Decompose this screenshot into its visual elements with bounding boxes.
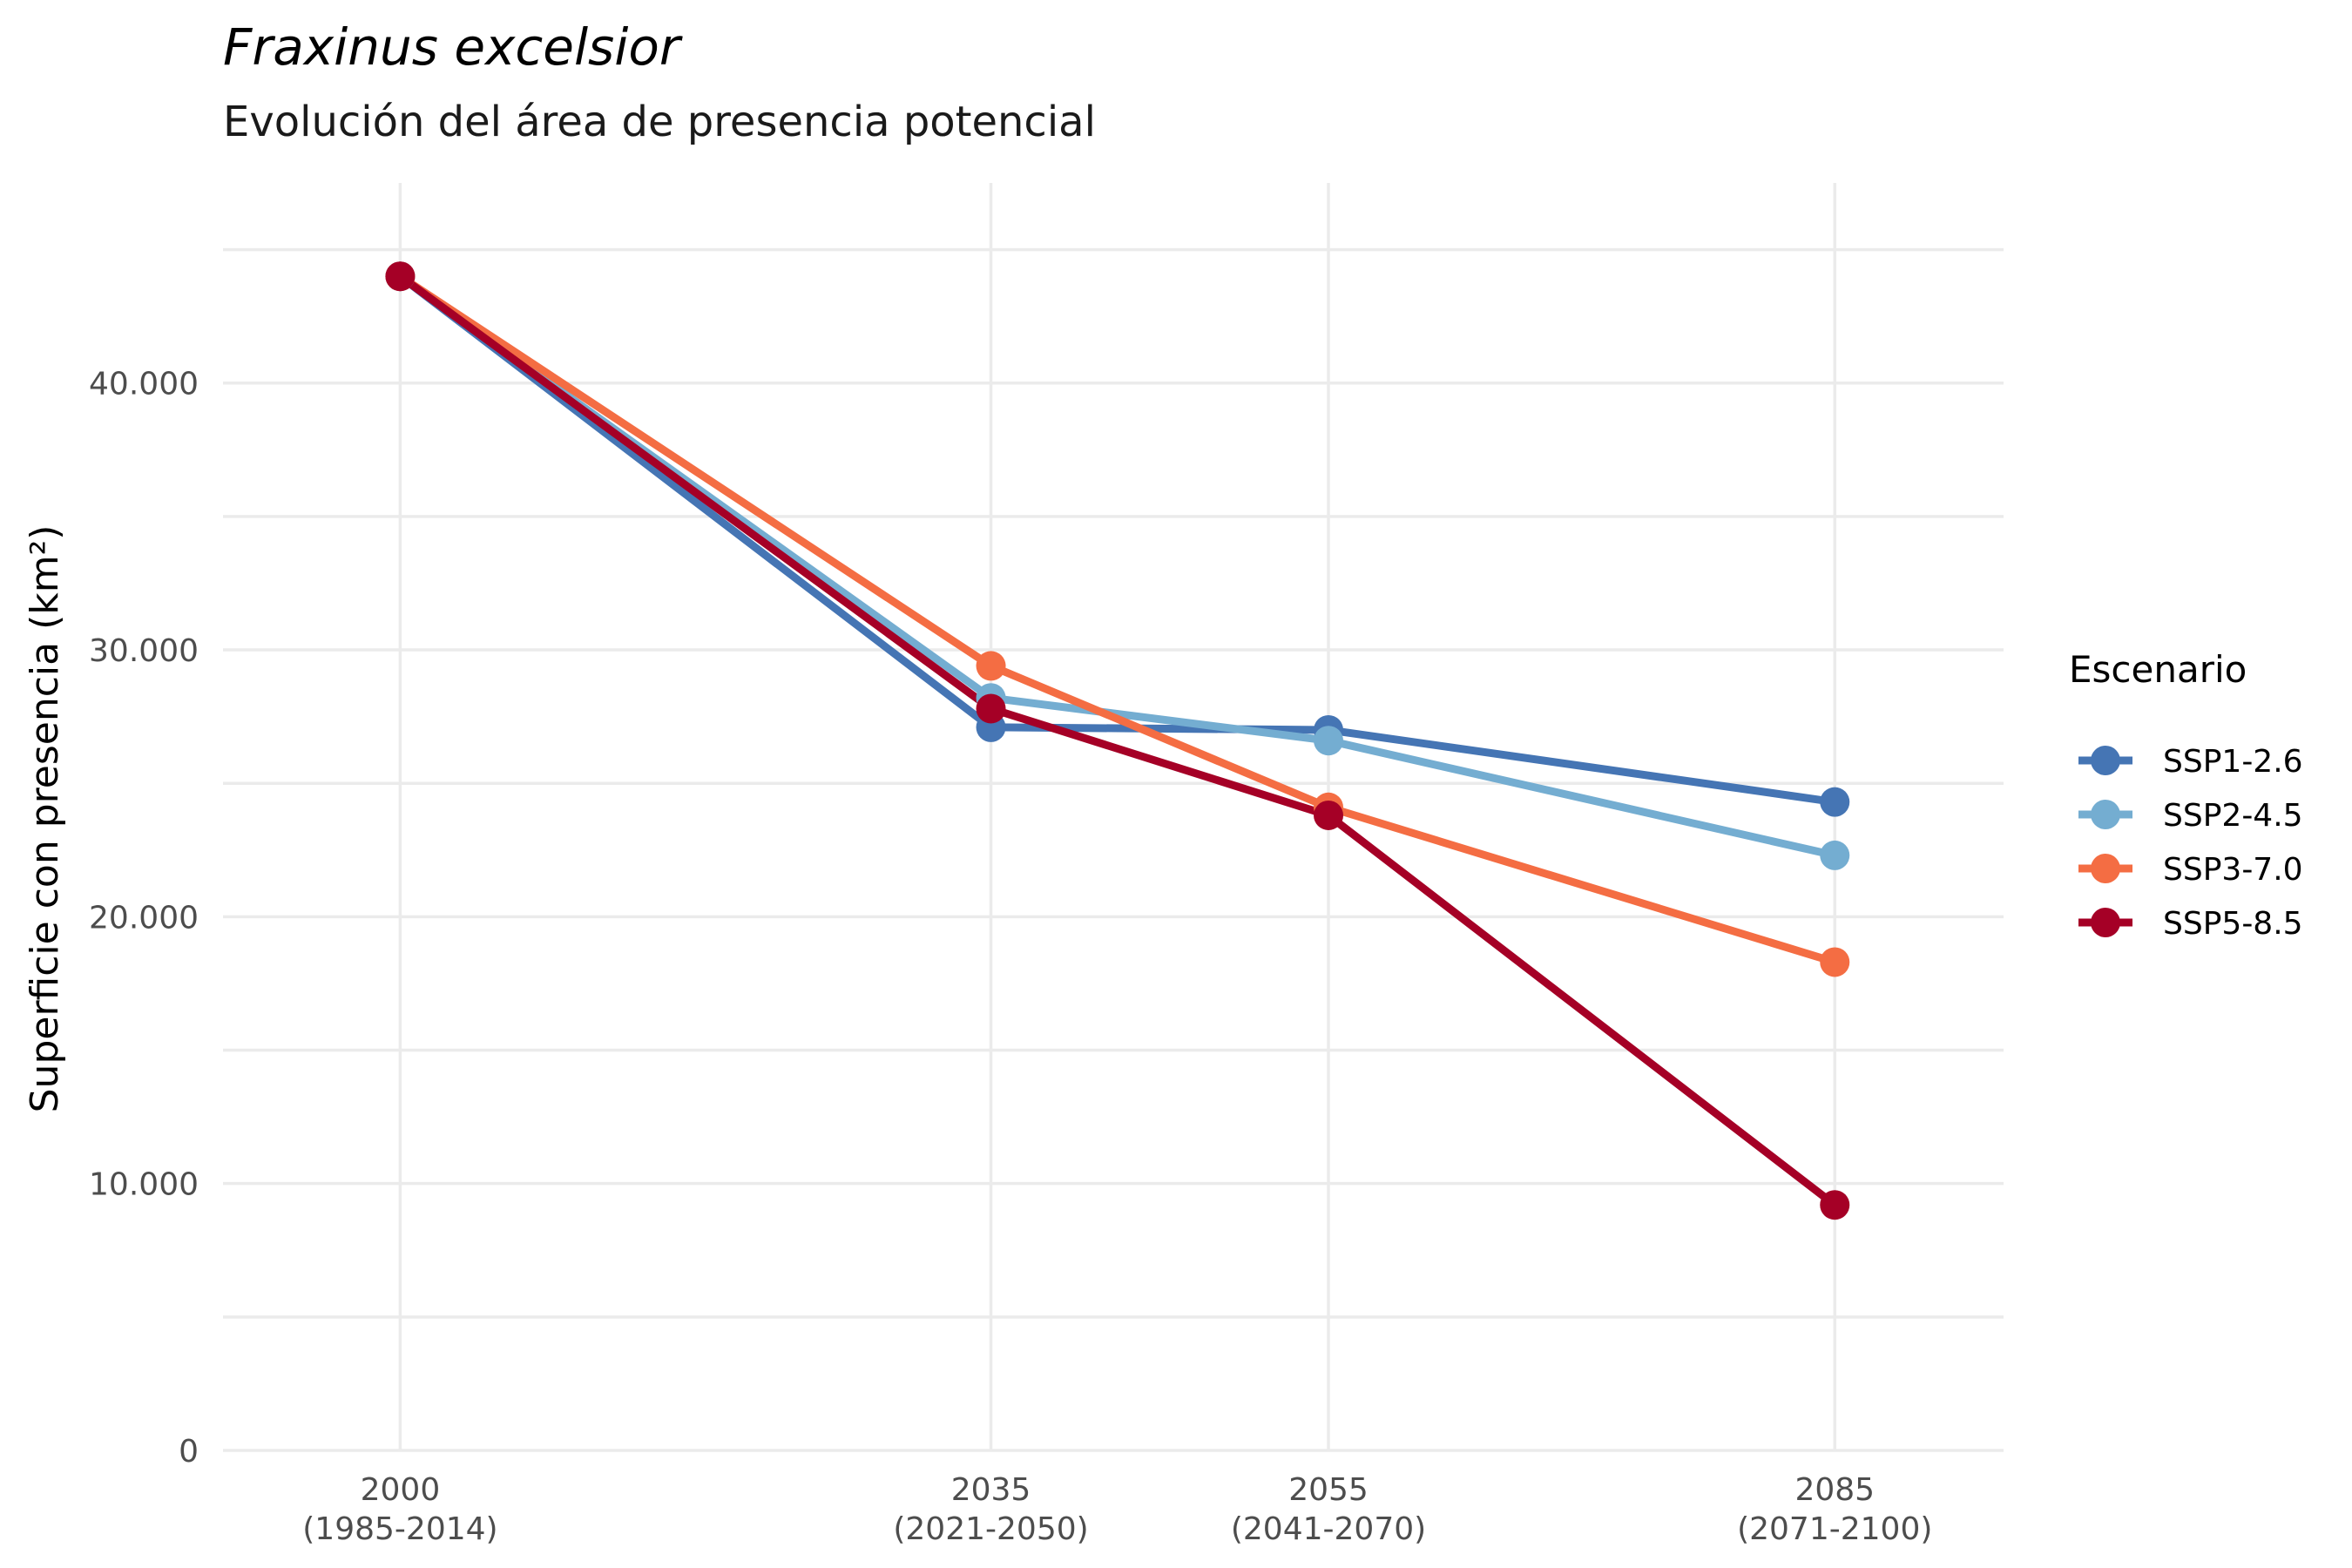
data-point-ssp5-8-5	[976, 693, 1006, 724]
legend-label-ssp1-2-6: SSP1-2.6	[2163, 744, 2303, 780]
data-point-ssp1-2-6	[1820, 787, 1850, 817]
legend-key-point-ssp5-8-5	[2091, 908, 2120, 937]
y-tick-label: 30.000	[89, 633, 199, 669]
legend-items: SSP1-2.6 SSP2-4.5 SSP3-7.0 SSP5-8.5	[2078, 744, 2303, 942]
series-line-ssp2-4-5	[397, 273, 1836, 860]
x-axis-tick-labels: 2000(1985-2014) 2035(2021-2050) 2055(2041-…	[302, 1472, 1932, 1547]
x-tick-label: 2055	[1288, 1472, 1369, 1508]
y-tick-label: 10.000	[89, 1167, 199, 1203]
x-tick-label: (2021-2050)	[893, 1511, 1088, 1547]
x-tick-label: 2035	[951, 1472, 1031, 1508]
data-point-ssp3-7-0	[1820, 947, 1850, 977]
legend: Escenario SSP1-2.6 SSP2-4.5 SSP3-7.0 SSP5-8…	[2069, 648, 2303, 942]
series-lines	[397, 273, 1838, 1208]
legend-key-point-ssp1-2-6	[2091, 746, 2120, 775]
chart-subtitle: Evolución del área de presencia potencia…	[223, 98, 1096, 146]
legend-label-ssp3-7-0: SSP3-7.0	[2163, 852, 2303, 888]
legend-title: Escenario	[2069, 648, 2247, 691]
x-tick-label: (2041-2070)	[1231, 1511, 1426, 1547]
series-line-ssp5-8-5	[397, 273, 1838, 1208]
series-points	[385, 261, 1850, 1220]
gridlines	[223, 183, 2004, 1452]
y-tick-label: 20.000	[89, 900, 199, 936]
legend-label-ssp5-8-5: SSP5-8.5	[2163, 906, 2303, 942]
legend-key-point-ssp3-7-0	[2091, 854, 2120, 883]
x-tick-label: 2085	[1794, 1472, 1875, 1508]
legend-label-ssp2-4-5: SSP2-4.5	[2163, 798, 2303, 834]
y-tick-label: 40.000	[89, 367, 199, 402]
series-line-ssp3-7-0	[397, 273, 1836, 966]
legend-key-point-ssp2-4-5	[2091, 800, 2120, 829]
data-point-ssp2-4-5	[1314, 726, 1344, 756]
data-point-ssp2-4-5	[1820, 840, 1850, 870]
chart-title: Fraxinus excelsior	[223, 17, 683, 77]
x-tick-label: (2071-2100)	[1737, 1511, 1932, 1547]
data-point-ssp5-8-5	[385, 261, 416, 292]
data-point-ssp5-8-5	[1820, 1190, 1850, 1220]
x-tick-label: 2000	[361, 1472, 441, 1508]
y-axis-title: Superficie con presencia (km²)	[23, 525, 67, 1113]
x-tick-label: (1985-2014)	[302, 1511, 497, 1547]
data-point-ssp3-7-0	[976, 651, 1006, 681]
data-point-ssp5-8-5	[1314, 800, 1344, 830]
series-line-ssp1-2-6	[397, 273, 1835, 807]
y-axis-tick-labels: 0 10.000 20.000 30.000 40.000	[89, 367, 199, 1470]
y-tick-label: 0	[179, 1434, 199, 1470]
